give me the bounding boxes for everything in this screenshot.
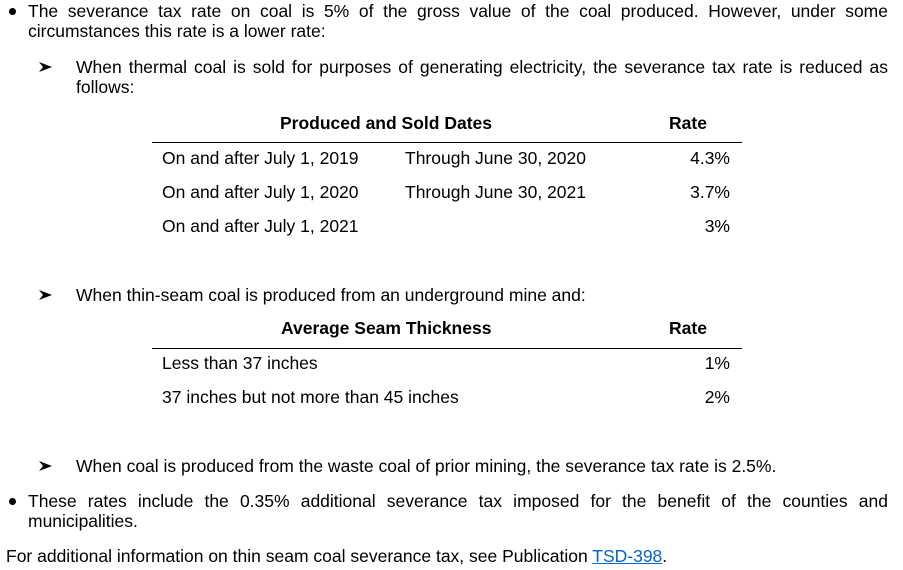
seam-header-rule [152, 348, 742, 349]
arrow-bullet-icon [39, 62, 52, 72]
footer-text: For additional information on thin seam … [6, 546, 593, 566]
table-row-thickness: 37 inches but not more than 45 inches [162, 387, 459, 407]
table-row-rate: 2% [704, 387, 730, 407]
seam-rate-header: Rate [669, 318, 707, 338]
footer-period: . [662, 546, 668, 566]
arrow-bullet-icon [39, 461, 52, 471]
table-row-rate: 3.7% [690, 182, 730, 202]
table-row-start: On and after July 1, 2020 [162, 182, 359, 202]
bullet-dot [9, 8, 16, 15]
table-row-start: On and after July 1, 2019 [162, 148, 359, 168]
bullet-dot [9, 498, 16, 505]
table-row-start: On and after July 1, 2021 [162, 216, 359, 236]
footer-note: For additional information on thin seam … [6, 546, 667, 566]
waste-coal-paragraph: When coal is produced from the waste coa… [76, 456, 777, 476]
table-row-end: Through June 30, 2021 [405, 182, 586, 202]
table-row-rate: 1% [704, 353, 730, 373]
thin-seam-paragraph: When thin-seam coal is produced from an … [76, 285, 586, 305]
thermal-header-rule [152, 142, 742, 143]
seam-thickness-header: Average Seam Thickness [281, 318, 492, 338]
table-row-rate: 4.3% [690, 148, 730, 168]
publication-link[interactable]: TSD-398 [592, 546, 663, 566]
table-row-rate: 3% [704, 216, 730, 236]
table-row-thickness: Less than 37 inches [162, 353, 318, 373]
arrow-bullet-icon [39, 290, 52, 300]
thermal-dates-header: Produced and Sold Dates [280, 113, 492, 133]
bullet-paragraph-2: These rates include the 0.35% additional… [28, 491, 888, 531]
thermal-coal-paragraph: When thermal coal is sold for purposes o… [76, 57, 888, 97]
thermal-rate-header: Rate [669, 113, 707, 133]
bullet-paragraph-1: The severance tax rate on coal is 5% of … [28, 1, 888, 41]
table-row-end: Through June 30, 2020 [405, 148, 586, 168]
